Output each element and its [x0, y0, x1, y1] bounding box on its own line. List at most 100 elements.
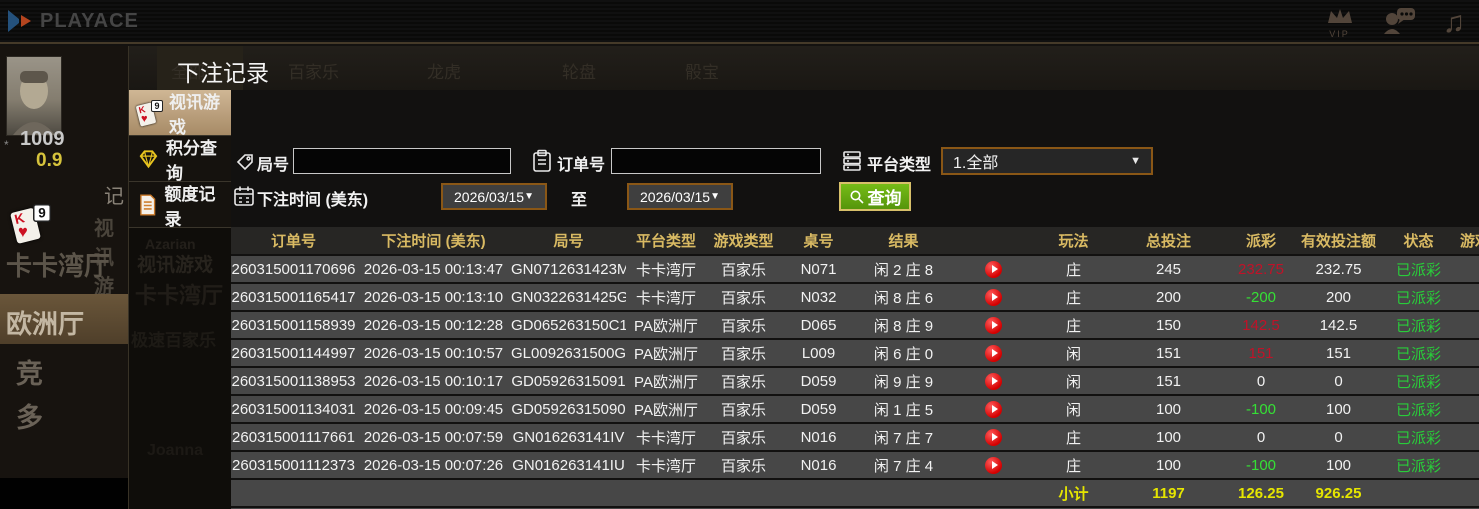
play-replay-button[interactable] [985, 400, 1002, 418]
valid-bet-cell: 0 [1334, 428, 1343, 446]
payout-cell: 0 [1256, 428, 1266, 446]
table-no-cell: N016 [800, 428, 837, 446]
total-bet-cell: 100 [1155, 456, 1182, 474]
payout-cell: 151 [1248, 344, 1274, 362]
bg-fragment-europe-hall: 欧洲厅 [6, 309, 85, 339]
search-icon [850, 190, 864, 204]
playstyle-cell: 闲 [1065, 373, 1081, 391]
bg-fragment: 视讯游戏 [137, 255, 214, 276]
bet-time-cell: 2026-03-15 00:13:10 [363, 288, 504, 306]
game-type-cell: 百家乐 [720, 429, 766, 447]
tag-icon [236, 154, 253, 171]
bg-tab-block [157, 46, 243, 90]
sidebar-item-video-games[interactable]: K ♥ 9 视讯游戏 [129, 90, 242, 137]
chevron-down-icon: ▼ [1130, 155, 1141, 167]
result-cell: 闲 7 庄 7 [873, 429, 934, 447]
order-no-cell: 260315001165417 [231, 288, 356, 306]
bg-tab: 轮盘 [562, 63, 596, 82]
play-replay-button[interactable] [985, 456, 1002, 474]
col-header: 下注时间 (美东) [381, 233, 486, 250]
vip-label: VIP [1329, 29, 1350, 39]
bg-tab: 龙虎 [427, 63, 461, 82]
status-cell: 已派彩 [1395, 317, 1441, 335]
vip-icon[interactable]: VIP [1325, 6, 1355, 39]
play-replay-button[interactable] [985, 344, 1002, 362]
payout-cell: -100 [1245, 456, 1277, 474]
calendar-icon [234, 186, 254, 206]
support-chat-icon[interactable] [1381, 4, 1417, 41]
music-icon[interactable]: ♫ [1442, 5, 1466, 39]
col-header: 局号 [553, 233, 584, 250]
status-cell: 已派彩 [1395, 401, 1441, 419]
bet-time-cell: 2026-03-15 00:13:47 [363, 260, 504, 278]
top-bar: PLAYACE VIP ♫ [0, 0, 1479, 44]
table-no-cell: N032 [800, 288, 837, 306]
total-bet-cell: 151 [1155, 372, 1182, 390]
valid-bet-cell: 151 [1325, 344, 1352, 362]
bet-records-table: 订单号 下注时间 (美东) 局号 平台类型 游戏类型 桌号 结果 玩法 总投注 … [231, 227, 1479, 509]
payout-cell: -100 [1245, 400, 1277, 418]
valid-bet-cell: 232.75 [1315, 260, 1362, 278]
date-from-select[interactable]: 2026/03/15 ▼ [441, 183, 547, 210]
result-cell: 闲 1 庄 5 [873, 401, 934, 419]
table-no-cell: N016 [800, 456, 837, 474]
play-replay-button[interactable] [985, 260, 1002, 278]
col-header: 订单号 [270, 233, 316, 250]
platform-cell: PA欧洲厅 [634, 345, 698, 363]
table-no-cell: L009 [801, 344, 836, 362]
subtotal-row: 小计 1197 126.25 926.25 [231, 480, 1479, 506]
bg-fragment: 多 [16, 403, 43, 433]
bg-tab: 百家乐 [288, 63, 339, 82]
modal-content: 局号 订单号 平台类型 1.全部 ▼ 下注时间 (美东) [231, 90, 1479, 509]
payout-cell: -200 [1245, 288, 1277, 306]
round-no-input[interactable] [293, 148, 511, 174]
round-no-cell: GL0092631500G [511, 344, 626, 362]
total-bet-cell: 100 [1155, 400, 1182, 418]
document-icon [140, 194, 156, 215]
table-no-cell: D059 [800, 400, 837, 418]
play-replay-button[interactable] [985, 288, 1002, 306]
play-replay-button[interactable] [985, 372, 1002, 390]
modal-sidebar: K ♥ 9 视讯游戏 积分查询 额度记录 [129, 90, 242, 509]
modal-title-bar: 全部 百家乐 龙虎 轮盘 骰宝 下注记录 [129, 46, 1479, 90]
order-no-cell: 260315001138953 [231, 372, 356, 390]
playstyle-cell: 庄 [1065, 289, 1081, 307]
table-row: 260315001144997 2026-03-15 00:10:57 GL00… [231, 340, 1479, 366]
logo-text: PLAYACE [40, 9, 139, 32]
video-game-card-icon: K ♥ 9 [10, 204, 51, 244]
platform-type-dropdown[interactable]: 1.全部 ▼ [941, 147, 1153, 175]
bg-hall-row-highlighted: 欧洲厅 [0, 294, 128, 344]
bet-time-cell: 2026-03-15 00:12:28 [363, 316, 504, 334]
bet-time-label: 下注时间 (美东) [257, 192, 369, 209]
col-header: 结果 [888, 233, 919, 250]
sidebar-item-points-query[interactable]: 积分查询 [129, 136, 231, 183]
round-no-cell: GN016263141IU [512, 456, 625, 474]
game-type-cell: 百家乐 [720, 261, 766, 279]
query-button[interactable]: 查询 [839, 182, 911, 211]
date-to-select[interactable]: 2026/03/15 ▼ [627, 183, 733, 210]
play-replay-button[interactable] [985, 316, 1002, 334]
bg-fragment: 竞 [16, 359, 43, 389]
round-no-cell: GD065263150C1 [511, 316, 626, 334]
order-no-cell: 260315001170696 [231, 260, 356, 278]
order-no-input[interactable] [611, 148, 821, 174]
replay-cell [951, 344, 1036, 362]
bg-black-area [0, 478, 128, 509]
order-no-label: 订单号 [557, 157, 606, 174]
replay-cell [951, 260, 1036, 278]
table-row: 260315001112373 2026-03-15 00:07:26 GN01… [231, 452, 1479, 478]
play-replay-button[interactable] [985, 428, 1002, 446]
page-title: 下注记录 [177, 60, 269, 86]
status-cell: 已派彩 [1395, 373, 1441, 391]
bet-time-cell: 2026-03-15 00:07:59 [363, 428, 504, 446]
col-header: 有效投注额 [1300, 233, 1376, 250]
sidebar-item-quota-records[interactable]: 额度记录 [129, 182, 231, 229]
playace-logo[interactable]: PLAYACE [6, 6, 139, 36]
round-no-cell: GD05926315090 [511, 400, 626, 418]
valid-bet-cell: 100 [1325, 456, 1352, 474]
playstyle-cell: 闲 [1065, 401, 1081, 419]
bet-time-cell: 2026-03-15 00:07:26 [363, 456, 504, 474]
order-no-cell: 260315001158939 [231, 316, 356, 334]
total-bet-cell: 245 [1155, 260, 1182, 278]
